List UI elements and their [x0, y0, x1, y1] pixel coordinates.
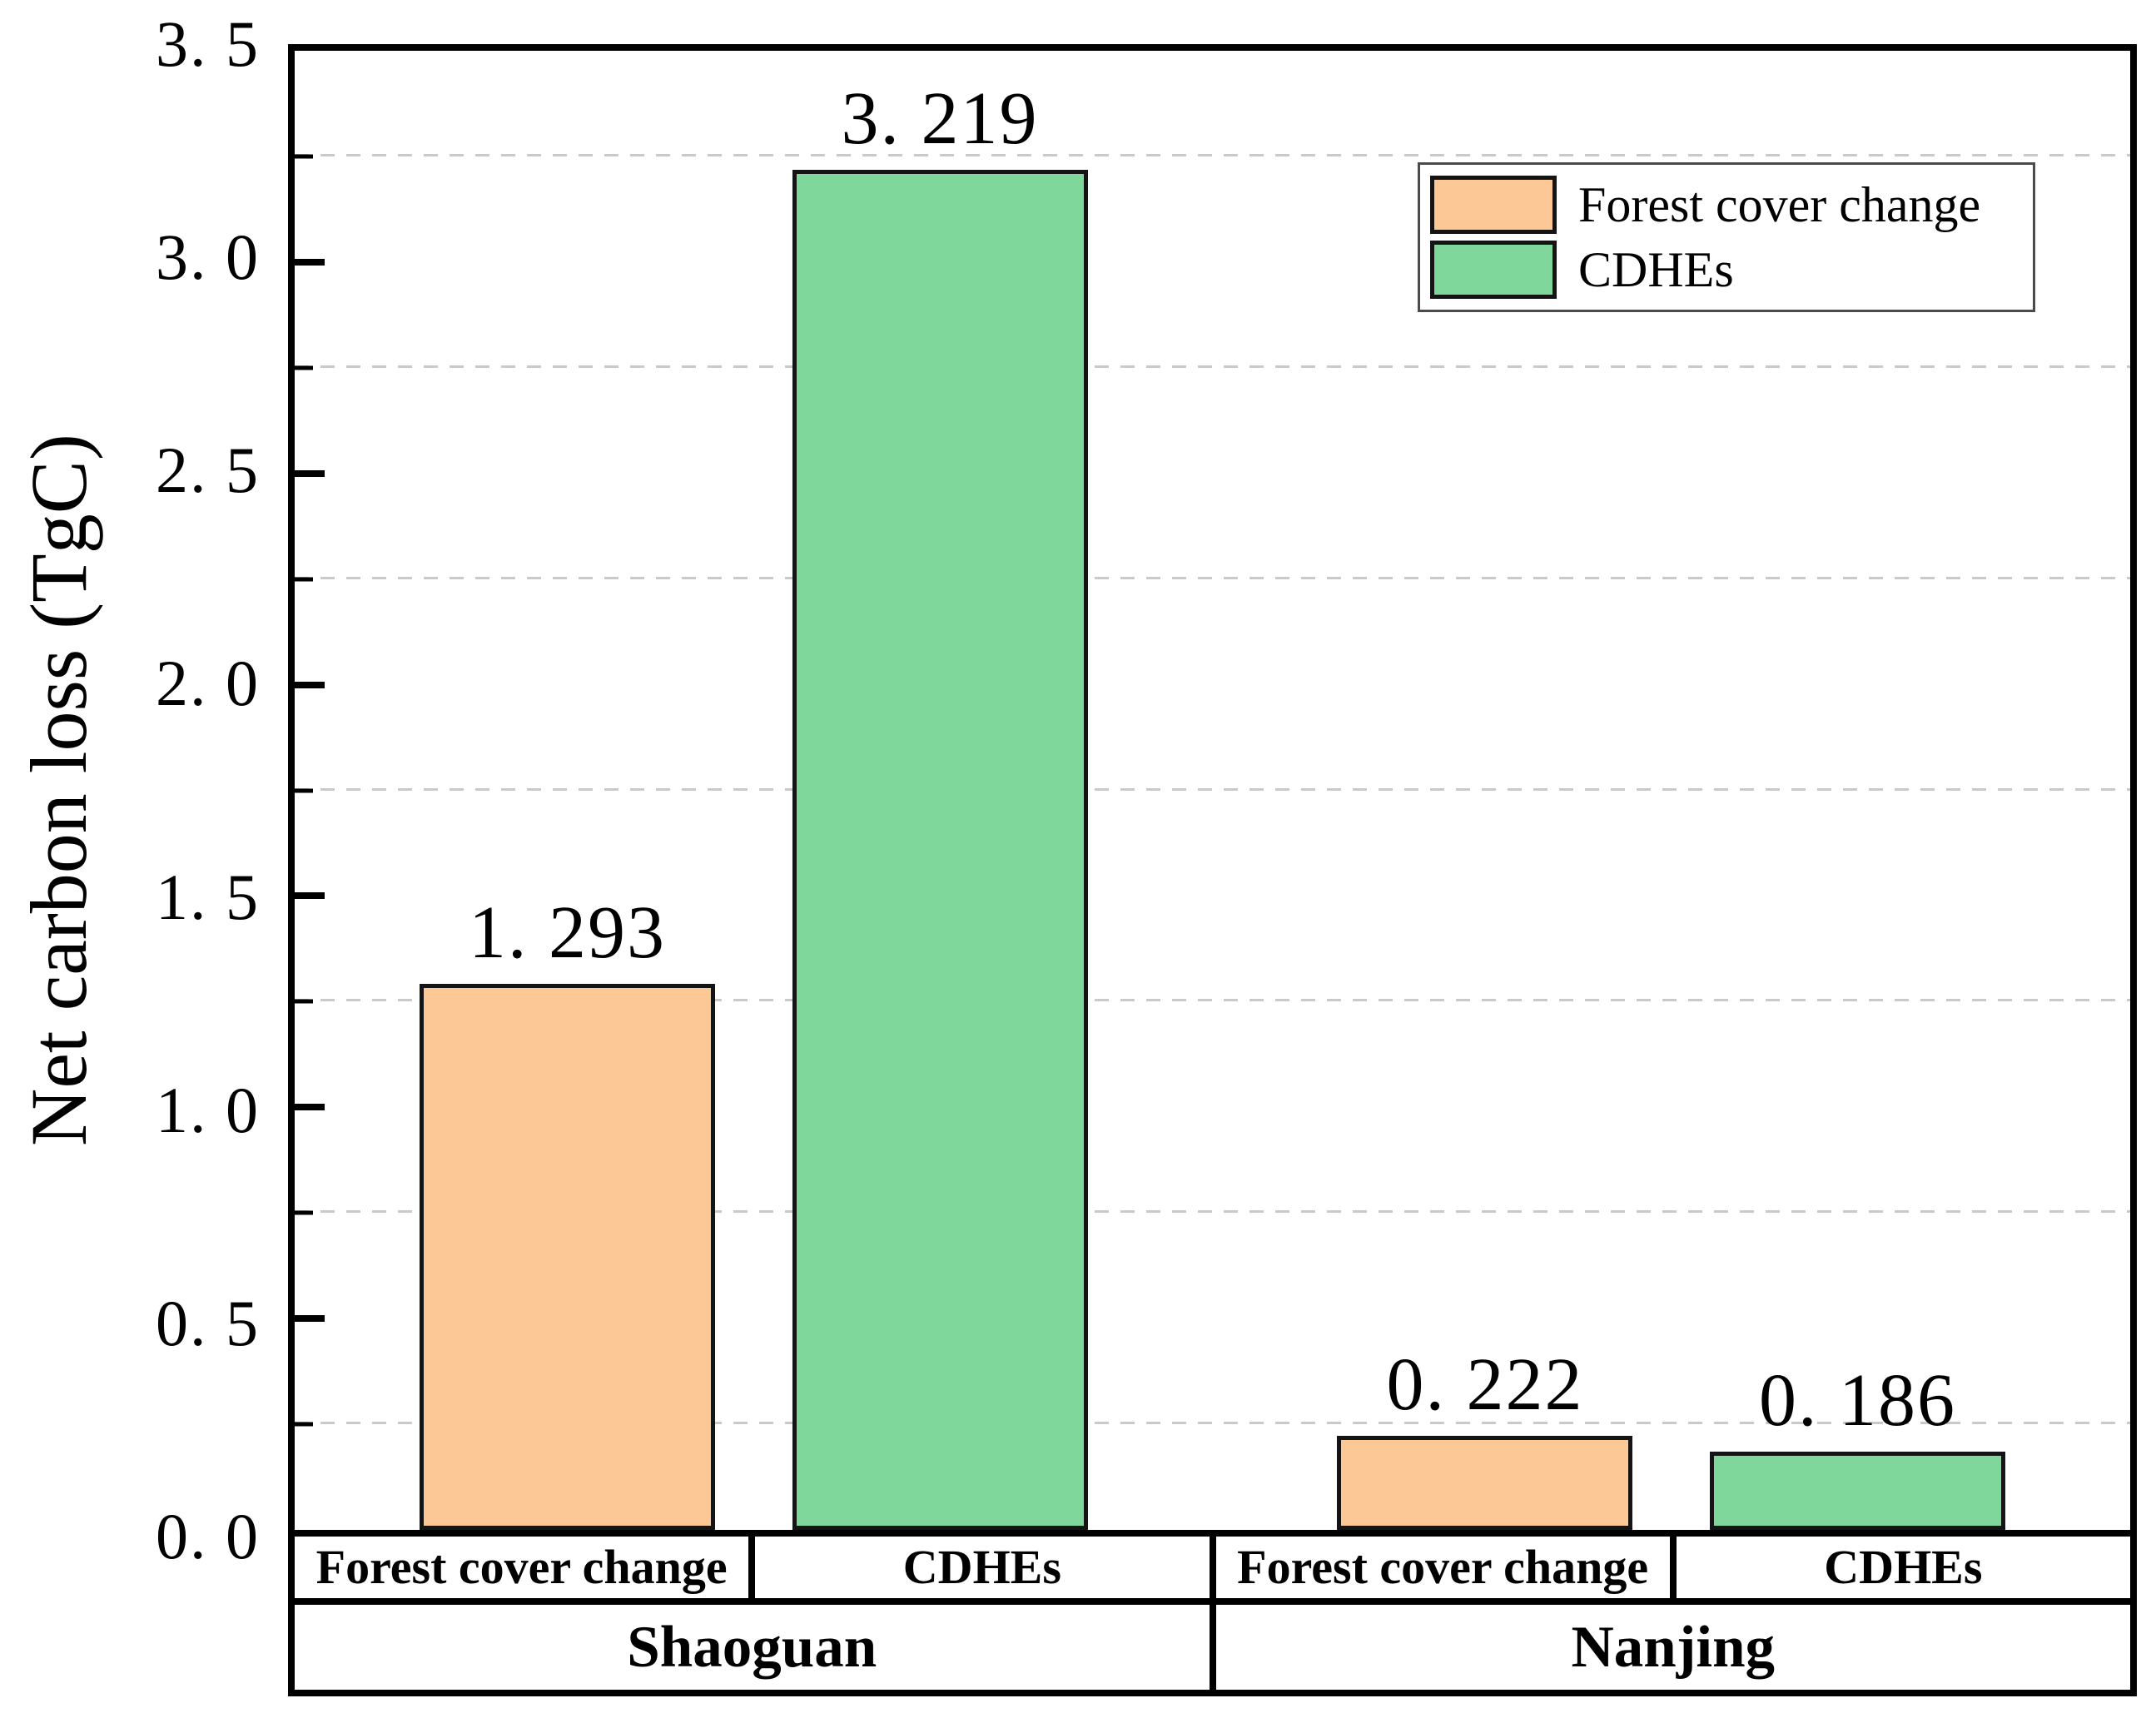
bar-nanjing-cdhes	[1710, 1451, 2006, 1530]
bar-shaoguan-forest-cover-change	[419, 983, 715, 1530]
y-axis-tick-label: 0. 5	[156, 1286, 260, 1359]
minor-gridline	[295, 576, 2130, 579]
bar-value-label-shaoguan-forest-cover-change: 1. 293	[468, 891, 666, 974]
legend-swatch	[1430, 241, 1557, 299]
minor-gridline	[295, 1422, 2130, 1425]
legend-label: Forest cover change	[1578, 177, 1981, 232]
y-axis-major-tick	[295, 892, 325, 900]
minor-gridline	[295, 153, 2130, 156]
y-axis-minor-tick	[295, 154, 313, 159]
group-cell-shaoguan: Shaoguan	[627, 1614, 877, 1680]
y-axis-minor-tick	[295, 999, 313, 1004]
y-axis-minor-tick	[295, 365, 313, 370]
minor-gridline	[295, 787, 2130, 791]
y-axis-tick-label: 1. 5	[156, 860, 260, 933]
y-axis-tick-label: 2. 0	[156, 647, 260, 720]
legend-item: Forest cover change	[1430, 176, 2023, 234]
y-axis-tick-label: 2. 5	[156, 434, 260, 507]
legend: Forest cover change CDHEs	[1418, 162, 2035, 312]
y-axis-major-tick	[295, 1315, 325, 1323]
y-axis-major-tick	[295, 681, 325, 688]
group-cell-nanjing: Nanjing	[1209, 1605, 2131, 1690]
bar-shaoguan-cdhes	[792, 169, 1088, 1530]
category-cell: CDHEs	[748, 1537, 1209, 1598]
y-axis-tick-labels: 0. 0 0. 5 1. 0 1. 5 2. 0 2. 5 3. 0 3. 5	[0, 12, 288, 1569]
y-axis-tick-label: 0. 0	[156, 1500, 260, 1572]
y-axis-minor-tick	[295, 1210, 313, 1215]
bar-nanjing-forest-cover-change	[1337, 1436, 1633, 1530]
minor-gridline	[295, 1210, 2130, 1214]
y-axis-tick-label: 3. 5	[156, 7, 260, 80]
group-axis-row: Shaoguan Nanjing	[288, 1605, 2137, 1696]
bar-value-label-shaoguan-cdhes: 3. 219	[841, 77, 1039, 160]
minor-gridline	[295, 365, 2130, 368]
bar-value-label-nanjing-forest-cover-change: 0. 222	[1386, 1343, 1584, 1427]
y-axis-minor-tick	[295, 1422, 313, 1427]
legend-label: CDHEs	[1578, 242, 1734, 297]
y-axis-tick-label: 1. 0	[156, 1073, 260, 1146]
category-cell: Forest cover change	[315, 1540, 728, 1594]
y-axis-tick-label: 3. 0	[156, 221, 260, 294]
legend-swatch	[1430, 176, 1557, 234]
y-axis-minor-tick	[295, 577, 313, 582]
legend-item: CDHEs	[1430, 241, 2023, 299]
y-axis-major-tick	[295, 469, 325, 477]
category-cell: CDHEs	[1669, 1537, 2130, 1598]
category-axis-row: Forest cover change CDHEs Forest cover cha…	[288, 1537, 2137, 1605]
y-axis-major-tick	[295, 1104, 325, 1111]
category-cell: Forest cover change	[1209, 1537, 1670, 1598]
minor-gridline	[295, 999, 2130, 1002]
bar-value-label-nanjing-cdhes: 0. 186	[1759, 1358, 1957, 1442]
y-axis-major-tick	[295, 258, 325, 266]
y-axis-minor-tick	[295, 788, 313, 792]
